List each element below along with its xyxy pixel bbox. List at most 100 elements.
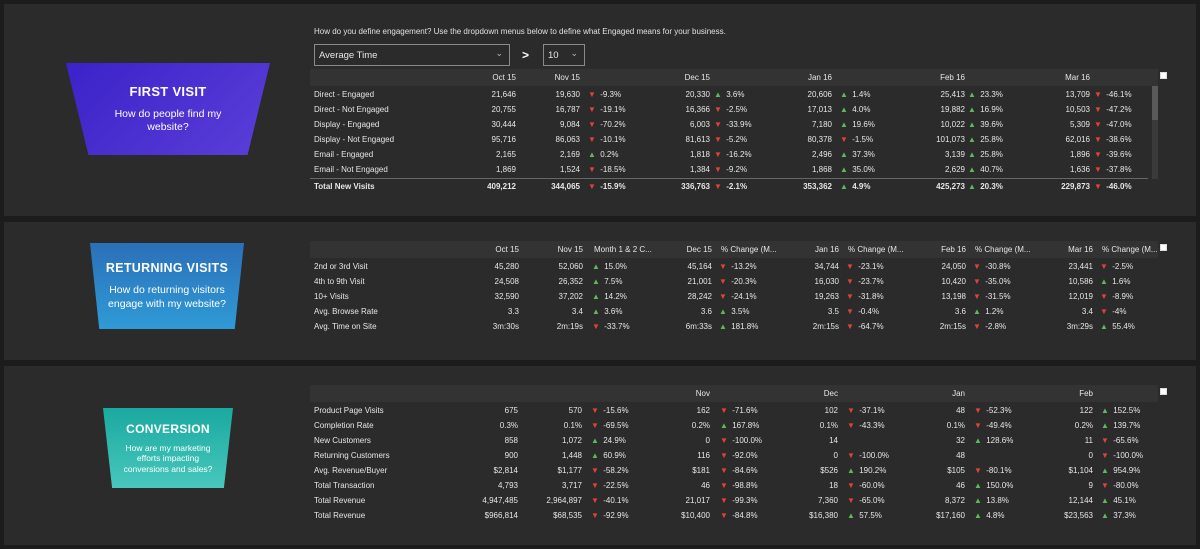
row-label: Email - Engaged: [314, 150, 374, 159]
column-header[interactable]: Oct 15: [492, 73, 516, 82]
value-cell: 25,413: [940, 90, 965, 99]
column-header[interactable]: Jan 16: [814, 245, 839, 254]
change-value: -92.0%: [730, 451, 758, 460]
down-triangle-icon: ▼: [847, 406, 855, 415]
row-label: Avg. Time on Site: [314, 322, 377, 331]
down-triangle-icon: ▼: [847, 421, 855, 430]
column-header[interactable]: Feb 16: [940, 73, 965, 82]
row-label: Total Revenue: [314, 496, 366, 505]
change-cell: ▲ 14.2%: [592, 292, 627, 301]
column-header[interactable]: Jan 16: [807, 73, 832, 82]
change-value: 40.7%: [978, 165, 1003, 174]
change-cell: ▼ -69.5%: [591, 421, 629, 430]
value-cell: 0: [1088, 451, 1093, 460]
column-header[interactable]: Nov: [695, 389, 710, 398]
column-header[interactable]: % Change (M...: [721, 245, 777, 254]
up-triangle-icon: ▲: [591, 436, 599, 445]
down-triangle-icon: ▼: [720, 496, 728, 505]
engagement-threshold-dropdown[interactable]: 10 ⌄: [543, 44, 585, 66]
change-cell: ▼ -99.3%: [720, 496, 758, 505]
up-triangle-icon: ▲: [968, 105, 976, 114]
change-value: 57.5%: [857, 511, 882, 520]
column-header[interactable]: % Change (M...: [975, 245, 1031, 254]
value-cell: 2m:19s: [556, 322, 583, 331]
down-triangle-icon: ▼: [591, 421, 599, 430]
column-header[interactable]: Feb 16: [941, 245, 966, 254]
change-cell: ▲ 190.2%: [847, 466, 886, 475]
change-value: 139.7%: [1111, 421, 1141, 430]
value-cell: 1,896: [1069, 150, 1090, 159]
change-value: -0.4%: [856, 307, 880, 316]
change-value: -35.0%: [983, 277, 1011, 286]
change-value: 4.8%: [984, 511, 1005, 520]
value-cell: 2,964,897: [546, 496, 582, 505]
value-cell: 52,060: [558, 262, 583, 271]
down-triangle-icon: ▼: [973, 277, 981, 286]
up-triangle-icon: ▲: [592, 262, 600, 271]
down-triangle-icon: ▼: [973, 322, 981, 331]
column-header[interactable]: Nov 15: [557, 245, 583, 254]
column-header[interactable]: Oct 15: [495, 245, 519, 254]
expand-icon[interactable]: [1160, 388, 1167, 395]
column-header[interactable]: Jan: [952, 389, 965, 398]
column-header[interactable]: % Change (M...: [848, 245, 904, 254]
down-triangle-icon: ▼: [714, 120, 722, 129]
up-triangle-icon: ▲: [1100, 322, 1108, 331]
column-header[interactable]: Dec: [823, 389, 838, 398]
change-cell: ▼ -2.5%: [1100, 262, 1133, 271]
column-header[interactable]: % Change (M...: [1102, 245, 1158, 254]
down-triangle-icon: ▼: [588, 182, 596, 191]
change-cell: ▲ 128.6%: [974, 436, 1013, 445]
change-value: 128.6%: [984, 436, 1014, 445]
returning-visits-banner: RETURNING VISITS How do returning visito…: [90, 243, 244, 329]
value-cell: 12,019: [1068, 292, 1093, 301]
value-cell: 24,050: [941, 262, 966, 271]
change-value: 39.6%: [978, 120, 1003, 129]
change-cell: ▼ -22.5%: [591, 481, 629, 490]
expand-icon[interactable]: [1160, 244, 1167, 251]
value-cell: 19,882: [940, 105, 965, 114]
total-separator: [310, 178, 1148, 179]
row-label: Total Revenue: [314, 511, 366, 520]
change-cell: ▼ -71.6%: [720, 406, 758, 415]
up-triangle-icon: ▲: [592, 292, 600, 301]
down-triangle-icon: ▼: [719, 292, 727, 301]
column-header[interactable]: Dec 15: [684, 73, 710, 82]
down-triangle-icon: ▼: [588, 90, 596, 99]
change-value: 37.3%: [1111, 511, 1136, 520]
scrollbar[interactable]: [1152, 86, 1158, 179]
expand-icon[interactable]: [1160, 72, 1167, 79]
conversion-table: Nov Dec Jan Feb Product Page Visits 675 570 ▼ -…: [310, 385, 1158, 530]
value-cell: 10,586: [1068, 277, 1093, 286]
change-cell: ▼ -1.5%: [840, 135, 873, 144]
value-cell: 858: [504, 436, 518, 445]
change-cell: ▲ 181.8%: [719, 322, 758, 331]
value-cell: 48: [956, 406, 965, 415]
value-cell: 21,001: [687, 277, 712, 286]
value-cell: 46: [701, 481, 710, 490]
row-label: Avg. Revenue/Buyer: [314, 466, 388, 475]
down-triangle-icon: ▼: [719, 277, 727, 286]
row-label: Total Transaction: [314, 481, 375, 490]
column-header[interactable]: Mar 16: [1068, 245, 1093, 254]
column-header[interactable]: Nov 15: [554, 73, 580, 82]
column-header[interactable]: Mar 16: [1065, 73, 1090, 82]
column-header[interactable]: Dec 15: [686, 245, 712, 254]
value-cell: $966,814: [484, 511, 518, 520]
change-value: -64.7%: [856, 322, 884, 331]
change-value: 954.9%: [1111, 466, 1141, 475]
change-value: -65.6%: [1111, 436, 1139, 445]
change-cell: ▲ 0.2%: [588, 150, 618, 159]
change-value: 19.6%: [850, 120, 875, 129]
change-value: 1.6%: [1110, 277, 1131, 286]
change-value: 4.0%: [850, 105, 871, 114]
value-cell: 17,013: [807, 105, 832, 114]
scrollbar-thumb[interactable]: [1152, 86, 1158, 120]
change-value: 4.9%: [850, 182, 871, 191]
change-value: -58.2%: [601, 466, 629, 475]
change-cell: ▼ -23.7%: [846, 277, 884, 286]
engagement-metric-dropdown[interactable]: Average Time ⌄: [314, 44, 510, 66]
column-header[interactable]: Feb: [1079, 389, 1093, 398]
value-cell: 3,717: [561, 481, 582, 490]
column-header[interactable]: Month 1 & 2 C...: [594, 245, 652, 254]
